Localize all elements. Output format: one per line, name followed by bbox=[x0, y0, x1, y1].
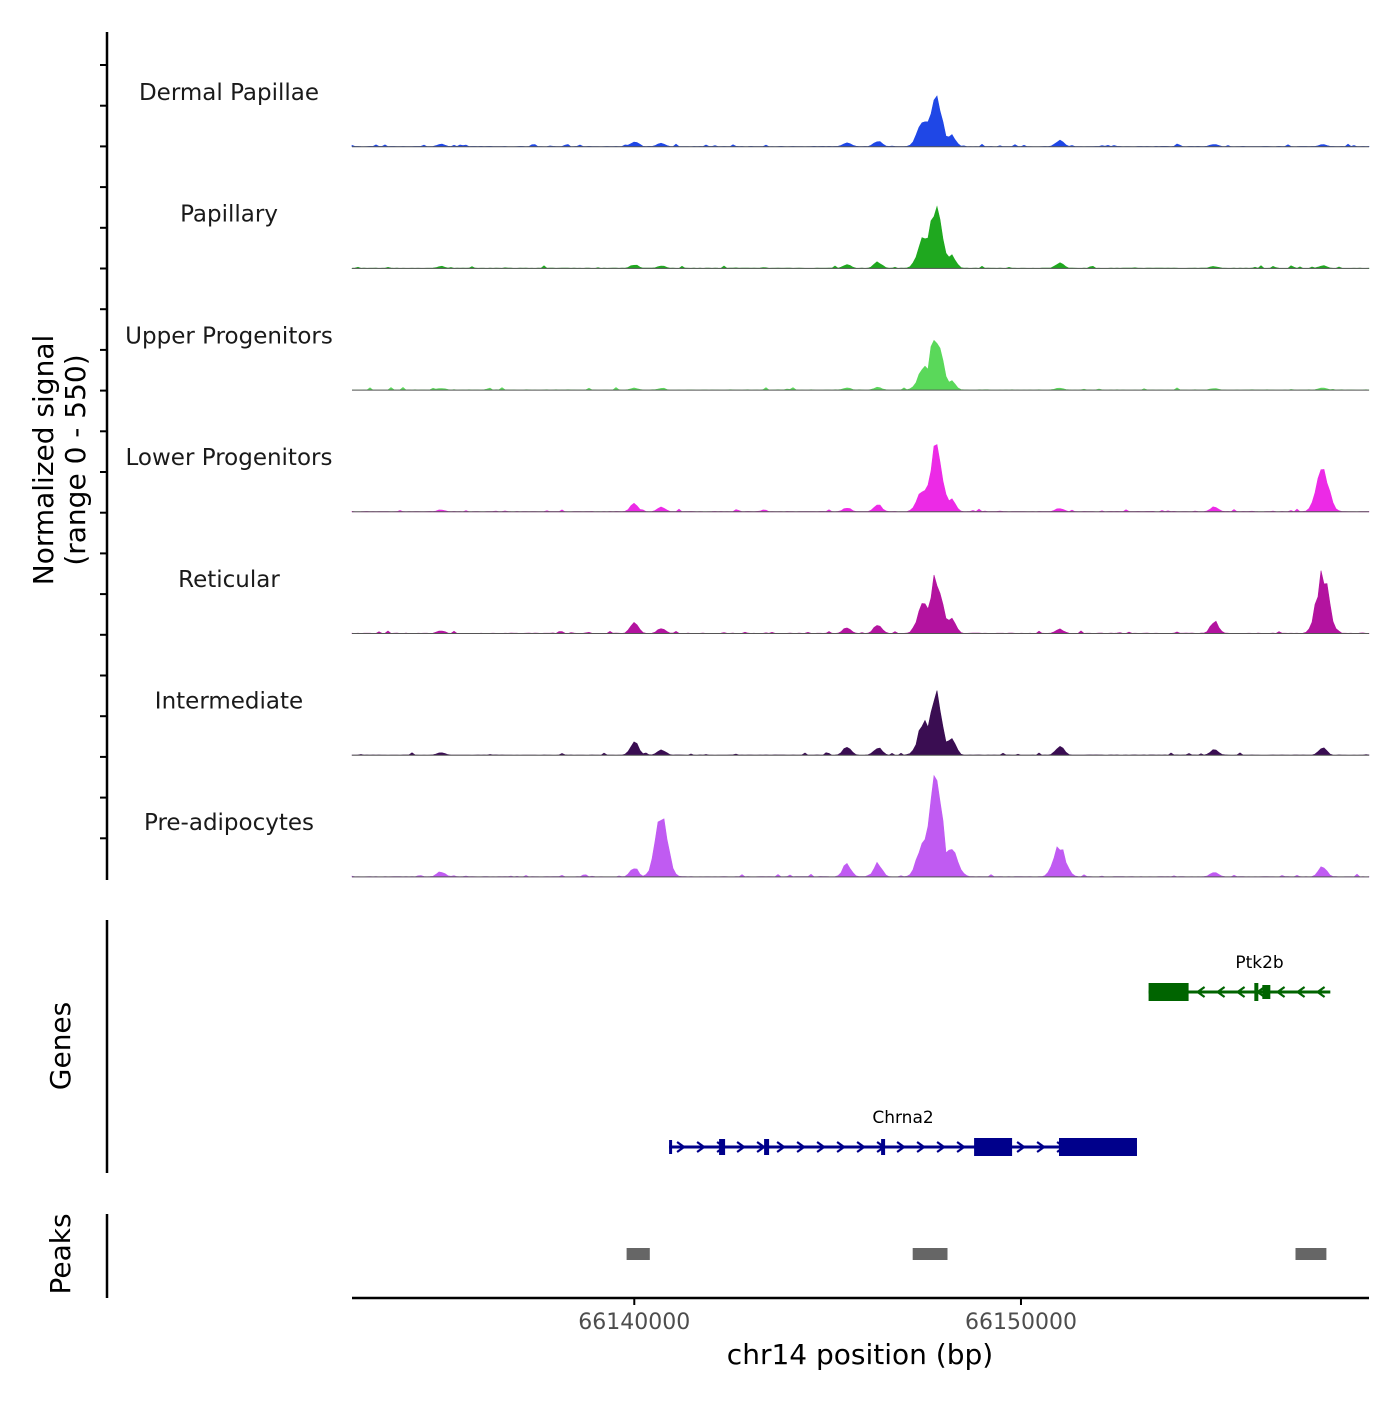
track-lower-progenitors: Lower Progenitors bbox=[126, 444, 1370, 513]
exon bbox=[1254, 983, 1259, 1001]
strand-arrow bbox=[1295, 986, 1306, 998]
strand-arrow bbox=[696, 1141, 706, 1153]
exon bbox=[1148, 983, 1189, 1001]
genes-panel: Ptk2b Chrna2 bbox=[669, 953, 1331, 1156]
strand-arrow bbox=[1195, 986, 1206, 998]
exon bbox=[974, 1138, 1013, 1156]
signal-area bbox=[352, 339, 1370, 391]
strand-arrow bbox=[756, 1141, 766, 1153]
exon bbox=[764, 1139, 770, 1155]
track-reticular: Reticular bbox=[178, 567, 1370, 634]
strand-arrow bbox=[796, 1141, 806, 1153]
gene-label: Chrna2 bbox=[872, 1108, 933, 1128]
track-label: Papillary bbox=[180, 202, 278, 228]
track-pre-adipocytes: Pre-adipocytes bbox=[144, 774, 1370, 878]
peaks-ylabel: Peaks bbox=[44, 1213, 77, 1294]
strand-arrow bbox=[1215, 986, 1226, 998]
strand-arrow bbox=[1016, 1141, 1026, 1153]
signal-area bbox=[351, 570, 1370, 634]
gene-label: Ptk2b bbox=[1235, 953, 1283, 973]
peak-region bbox=[626, 1248, 650, 1260]
exon bbox=[669, 1140, 673, 1154]
peak-region bbox=[1295, 1248, 1327, 1260]
exon bbox=[719, 1139, 726, 1155]
strand-arrow bbox=[1315, 986, 1326, 998]
track-label: Pre-adipocytes bbox=[144, 810, 314, 836]
track-label: Lower Progenitors bbox=[126, 445, 333, 471]
signal-area bbox=[351, 444, 1370, 513]
signal-area bbox=[351, 95, 1370, 148]
track-label: Reticular bbox=[178, 567, 280, 593]
track-dermal-papillae: Dermal Papillae bbox=[139, 80, 1370, 148]
track-label: Dermal Papillae bbox=[139, 80, 319, 106]
strand-arrow bbox=[896, 1141, 906, 1153]
exon bbox=[881, 1139, 886, 1155]
track-upper-progenitors: Upper Progenitors bbox=[125, 323, 1370, 391]
signal-axis-title: Normalized signal (range 0 - 550) bbox=[27, 335, 92, 586]
signal-ylabel-line2: (range 0 - 550) bbox=[59, 354, 92, 565]
strand-arrow bbox=[1036, 1141, 1046, 1153]
track-label: Upper Progenitors bbox=[125, 323, 333, 349]
x-axis-ticks: 66140000 66150000 bbox=[578, 1298, 1077, 1335]
gene-ptk2b: Ptk2b bbox=[1148, 953, 1331, 1001]
strand-arrow bbox=[1235, 986, 1246, 998]
gene-chrna2: Chrna2 bbox=[669, 1108, 1137, 1156]
exon bbox=[1262, 985, 1271, 999]
strand-arrow bbox=[736, 1141, 746, 1153]
strand-arrow bbox=[776, 1141, 786, 1153]
signal-y-ticks bbox=[100, 64, 107, 840]
strand-arrow bbox=[816, 1141, 826, 1153]
x-tick-label: 66150000 bbox=[965, 1310, 1077, 1335]
genes-ylabel: Genes bbox=[44, 1002, 77, 1090]
strand-arrow bbox=[936, 1141, 946, 1153]
exon bbox=[1058, 1138, 1137, 1156]
strand-arrow bbox=[676, 1141, 686, 1153]
track-papillary: Papillary bbox=[180, 202, 1370, 269]
peaks-panel bbox=[626, 1248, 1327, 1260]
track-intermediate: Intermediate bbox=[155, 689, 1370, 756]
strand-arrow bbox=[836, 1141, 846, 1153]
x-tick-label: 66140000 bbox=[578, 1310, 690, 1335]
track-label: Intermediate bbox=[155, 689, 303, 715]
strand-arrow bbox=[956, 1141, 966, 1153]
strand-arrow bbox=[1275, 986, 1286, 998]
strand-arrow bbox=[856, 1141, 866, 1153]
peak-region bbox=[912, 1248, 948, 1260]
signal-ylabel-line1: Normalized signal bbox=[27, 335, 60, 586]
signal-area bbox=[351, 690, 1370, 756]
x-axis-title: chr14 position (bp) bbox=[727, 1338, 993, 1371]
signal-area bbox=[351, 774, 1370, 878]
signal-tracks: Dermal Papillae Papillary Upper Progenitor… bbox=[125, 80, 1370, 878]
signal-area bbox=[351, 205, 1370, 269]
strand-arrow bbox=[916, 1141, 926, 1153]
